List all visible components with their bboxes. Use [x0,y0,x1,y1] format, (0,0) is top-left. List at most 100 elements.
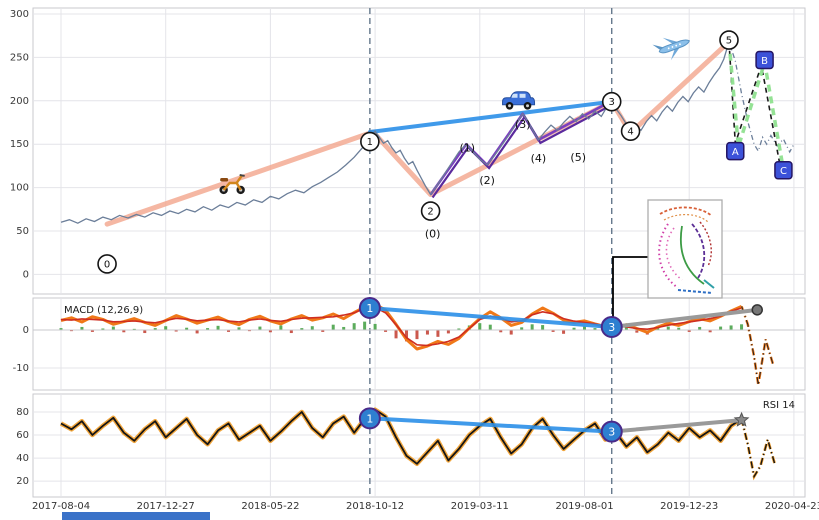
macd-marker-3: 3 [600,315,623,338]
wave-marker-text: 0 [104,259,110,270]
car-body [502,91,536,106]
macd-histogram-bar [237,327,241,330]
abc-marker-text: B [761,56,768,67]
car-icon [502,91,536,110]
wave-marker-circle [601,91,622,112]
macd-gray-trendline [609,307,760,329]
macd-histogram-bar [164,326,168,330]
rsi-marker-text: 3 [608,426,615,439]
y-tick-label: 100 [10,183,29,194]
macd-tail-dashdot-dark [741,306,774,386]
macd-histogram-bar [708,330,712,333]
y-tick-label: 200 [10,96,29,107]
abc-marker-text: A [732,147,739,158]
macd-histogram-bar [436,330,440,337]
macd-marker-1: 1 [358,296,381,319]
car-hub [526,104,530,108]
inset-green-curve [679,225,705,285]
inset-blue-dashes [677,289,713,294]
x-tick-label: 2019-03-11 [451,501,509,512]
macd-gray-end-dot [751,304,764,316]
macd-histogram-bar [499,330,503,333]
y-tick-label: 60 [16,430,29,441]
abc-marker-B: B [755,50,774,70]
macd-histogram-bar [195,330,199,334]
airplane-fuselage [658,39,690,54]
wave-marker-circle [620,121,641,141]
inset-teal-mark [703,279,715,289]
macd-histogram-bar [415,330,419,340]
macd-histogram-bar [384,330,388,332]
macd-series-group: 13 [33,296,805,386]
macd-histogram-bar [520,327,524,330]
wave-marker-text: 3 [609,97,615,108]
x-tick-label: 2017-08-04 [32,501,90,512]
macd-trendline-1-3 [367,306,614,329]
x-tick-label: 2018-05-22 [241,501,299,512]
rsi-series-group: 13 [59,407,777,481]
x-tick-label: 2019-08-01 [555,501,613,512]
macd-histogram-bar [656,328,660,330]
rsi-marker-circle [358,407,381,430]
x-tick-label: 2017-12-27 [137,501,195,512]
macd-histogram-bar [247,330,251,332]
x-tick-label: 2020-04-23 [765,501,819,512]
y-tick-label: -10 [13,363,29,374]
rsi-marker-circle [600,420,623,443]
macd-histogram-bar [541,325,545,330]
rsi-panel: 80 60 40 20 [16,393,806,498]
macd-histogram-bar [216,325,220,330]
scooter-handlebar [239,173,245,177]
macd-histogram-bar [80,326,84,330]
inset-darkred-curve [699,221,712,267]
macd-label: MACD (12,26,9) [64,305,144,316]
wave-marker-2: 2 [420,201,441,221]
macd-histogram-bar [425,330,429,335]
abc-marker-C: C [774,160,793,180]
macd-histogram-bar [729,325,733,330]
rsi-gray-trendline [609,418,744,434]
macd-histogram-bar [143,330,147,334]
rsi-marker-1: 1 [358,407,381,430]
y-tick-label: 40 [16,453,29,464]
wave-marker-1: 1 [360,131,380,152]
airplane-tail [652,44,663,50]
macd-histogram-bar [122,330,126,333]
macd-histogram-bar [342,326,346,330]
price-annotations: 0 1 2 3 4 5 (0) (1) (2) (3) (4) (5) A B C [97,30,793,274]
macd-histogram-bar [90,330,94,332]
macd-histogram-bar [478,323,482,330]
macd-histogram-bar [258,326,262,330]
macd-histogram-bar [740,324,744,330]
inset-magenta-arc2 [665,227,683,281]
macd-marker-text: 1 [366,302,373,315]
rsi-tail-dashdot [740,418,776,479]
x-tick-label: 2019-12-23 [660,501,718,512]
macd-histogram-bar [300,328,304,330]
abc-marker-square [755,50,774,70]
macd-histogram-bar [562,330,566,334]
macd-histogram-bar [666,326,670,330]
abc-marker-square [774,160,793,180]
wave-marker-circle [420,201,441,221]
airplane-window [667,47,670,50]
macd-histogram-bar [185,327,189,330]
macd-histogram-bar [289,330,293,334]
macd-histogram-bar [719,326,723,330]
macd-histogram-bar [268,330,272,333]
rsi-trendline-1-3 [367,416,614,434]
macd-histogram-bar [132,328,136,330]
macd-histogram-bar [583,326,586,330]
elliott-wave-path-line [104,39,732,227]
macd-histogram-bar [373,323,377,330]
macd-histogram-bar [394,330,398,339]
price-series-group [60,39,795,227]
wave-marker-text: 4 [627,127,633,138]
scooter-seat [220,177,229,182]
wave-degree-label: (0) [425,228,441,241]
wave-detail-thumbnail [647,199,723,299]
inset-connector-line [612,256,648,317]
wave-degree-label: (3) [515,118,531,131]
y-tick-label: 300 [10,9,29,20]
